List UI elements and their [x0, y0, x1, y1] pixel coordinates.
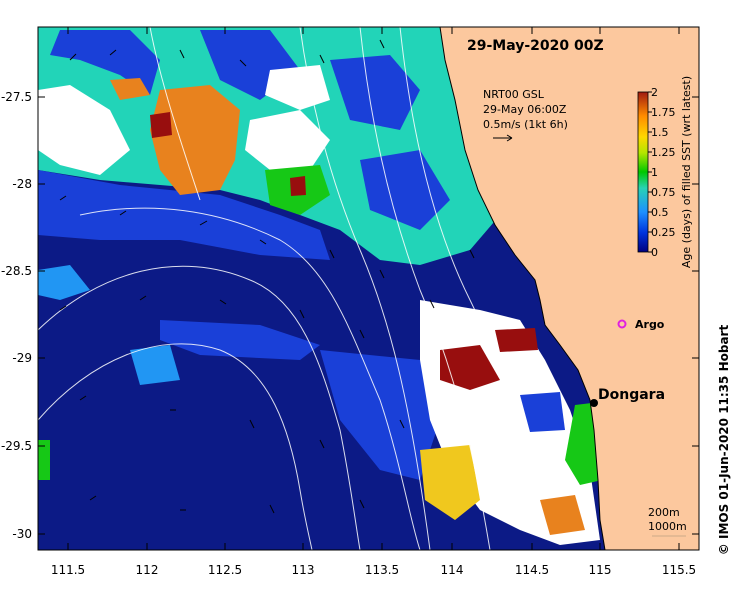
- colorbar-tick-label: 1.5: [651, 126, 669, 139]
- colorbar-tick-label: 2: [651, 86, 658, 99]
- current-scale-arrowhead: [506, 134, 513, 142]
- maroon-patch-north: [290, 176, 306, 196]
- blue-band-south: [160, 320, 320, 360]
- nodata-patch-west: [38, 85, 130, 175]
- current-vectors: [59, 39, 475, 514]
- current-legend-line1: NRT00 GSL: [483, 88, 545, 101]
- yellow-patch-south: [420, 445, 480, 520]
- lon-tick-label: 115: [589, 563, 612, 577]
- nodata-patch-center: [245, 110, 330, 170]
- lat-tick-label: -29: [12, 351, 32, 365]
- colorbar-ticks: 2 1.75 1.5 1.25 1 0.75 0.5 0.25 0: [648, 86, 676, 259]
- blue-band: [38, 170, 330, 260]
- lon-tick-label: 115.5: [662, 563, 696, 577]
- blue-region-se: [320, 350, 440, 480]
- orange-patch-small: [110, 78, 150, 100]
- contour-scale-200m: 200m: [648, 506, 680, 519]
- maroon-patch-coast-2: [440, 345, 500, 390]
- argo-float-marker: [617, 319, 627, 329]
- lon-tick-label: 111.5: [51, 563, 85, 577]
- longitude-axis: 111.5 112 112.5 113 113.5 114 114.5 115 115.5: [51, 27, 696, 577]
- blue-patch-coast: [520, 392, 565, 432]
- lon-tick-label: 114.5: [515, 563, 549, 577]
- lon-tick-label: 112: [136, 563, 159, 577]
- dongara-marker: [590, 399, 598, 407]
- green-patch-edge: [38, 440, 50, 480]
- nodata-patch-north: [265, 65, 330, 110]
- blue-patch-ne: [330, 55, 420, 130]
- colorbar-tick-label: 1.75: [651, 106, 676, 119]
- lat-tick-label: -28.5: [1, 264, 32, 278]
- lat-tick-label: -30: [12, 527, 32, 541]
- plot-frame: [37, 26, 700, 551]
- colorbar-label: Age (days) of filled SST (wrt latest): [680, 76, 693, 268]
- lat-tick-label: -27.5: [1, 90, 32, 104]
- colorbar-tick-label: 0.25: [651, 226, 676, 239]
- orange-cluster-west: [150, 85, 240, 195]
- bathymetry-contours: [38, 27, 541, 550]
- lon-tick-label: 113: [292, 563, 315, 577]
- lat-tick-label: -29.5: [1, 439, 32, 453]
- current-legend-line3: 0.5m/s (1kt 6h): [483, 118, 568, 131]
- lon-tick-label: 113.5: [365, 563, 399, 577]
- blue-patch-east: [360, 150, 450, 230]
- latitude-axis: -27.5 -28 -28.5 -29 -29.5 -30: [1, 90, 699, 541]
- argo-label: Argo: [635, 318, 665, 331]
- orange-patch-south: [540, 495, 585, 535]
- map-plot-area: [38, 27, 699, 550]
- colorbar-tick-label: 1: [651, 166, 658, 179]
- credit-text: © IMOS 01-Jun-2020 11:35 Hobart: [717, 325, 731, 556]
- maroon-patch-coast-1: [495, 328, 538, 352]
- dongara-label: Dongara: [598, 387, 665, 403]
- contour-scale-1000m: 1000m: [648, 520, 687, 533]
- colorbar-tick-label: 0.75: [651, 186, 676, 199]
- lightblue-patch-sw: [130, 345, 180, 385]
- maroon-patch-west: [150, 112, 172, 138]
- colorbar-tick-label: 0: [651, 246, 658, 259]
- map-title: 29-May-2020 00Z: [467, 38, 604, 54]
- australia-land: [439, 27, 699, 550]
- colorbar: [637, 91, 649, 253]
- lat-tick-label: -28: [12, 177, 32, 191]
- lon-tick-label: 112.5: [208, 563, 242, 577]
- current-legend-line2: 29-May 06:00Z: [483, 103, 567, 116]
- colorbar-tick-label: 0.5: [651, 206, 669, 219]
- lon-tick-label: 114: [441, 563, 464, 577]
- colorbar-tick-label: 1.25: [651, 146, 676, 159]
- lightblue-patch-west: [38, 265, 90, 300]
